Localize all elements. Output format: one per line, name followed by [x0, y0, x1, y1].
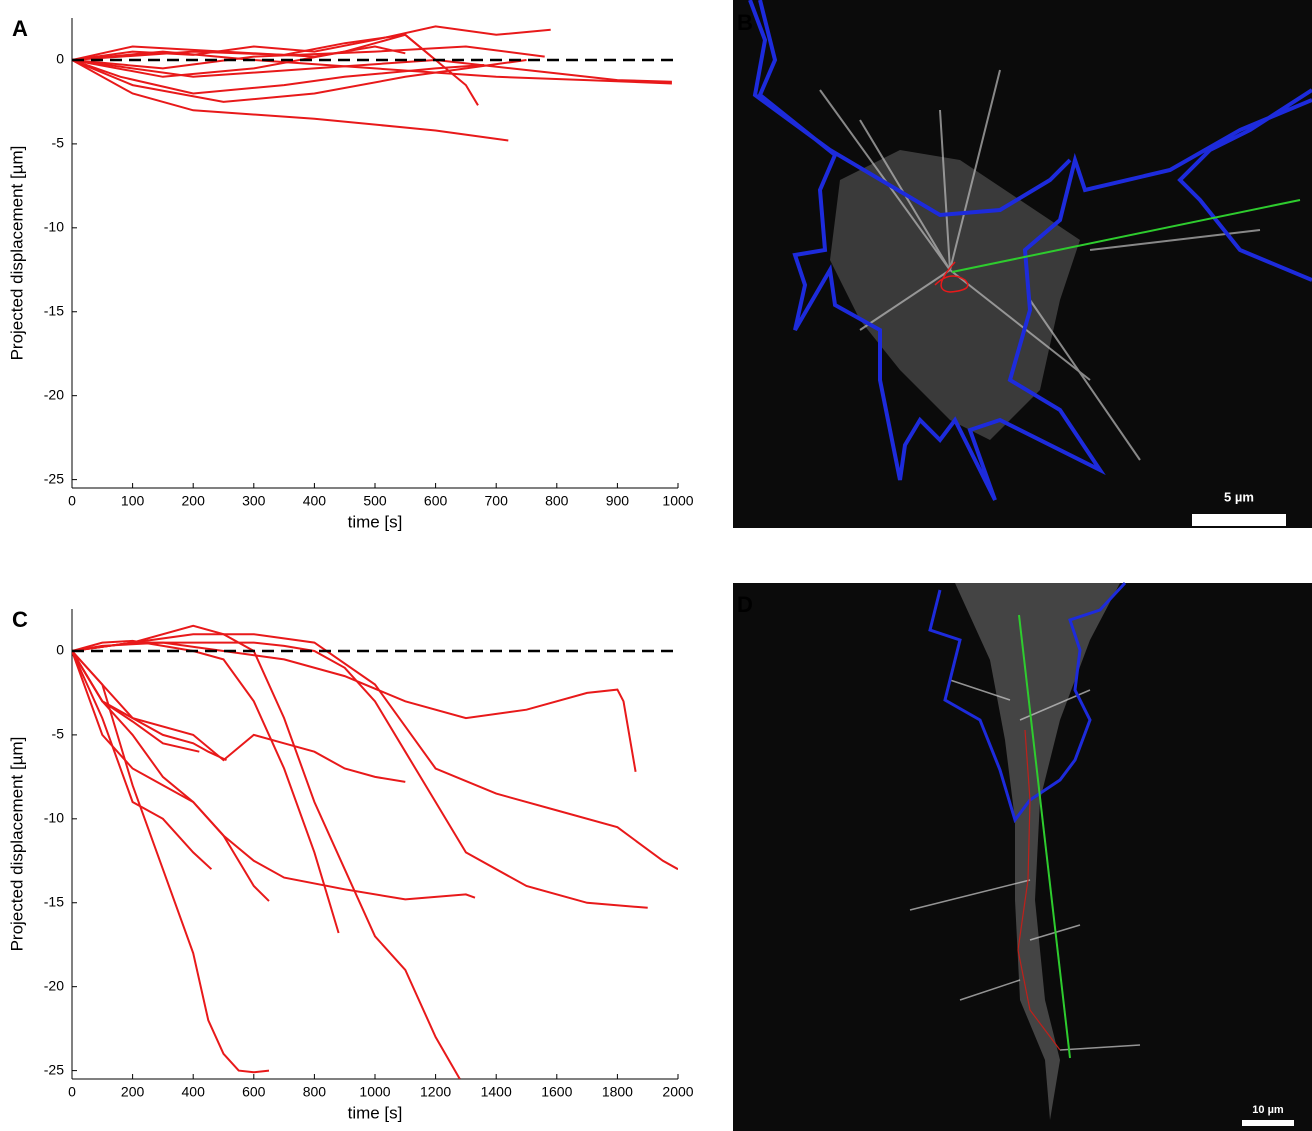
x-tick-label: 200 [121, 1084, 145, 1100]
y-axis-title: Projected displacement [µm] [7, 737, 26, 952]
scale-bar-label: 10 µm [1252, 1104, 1284, 1116]
cell-outline [928, 581, 1127, 824]
data-line [72, 641, 648, 909]
panel-label: B [737, 10, 753, 35]
cell-outline [748, 0, 1312, 501]
x-tick-label: 2000 [662, 1084, 693, 1100]
data-line [72, 59, 509, 142]
data-line [72, 633, 678, 871]
x-tick-label: 1800 [602, 1084, 633, 1100]
filaments [819, 69, 1261, 461]
y-axis-title: Projected displacement [µm] [7, 146, 26, 361]
data-line [72, 59, 485, 95]
y-tick-label: 0 [56, 642, 64, 658]
y-tick-label: -20 [44, 977, 64, 993]
panel-label: C [12, 607, 28, 632]
x-tick-label: 1000 [359, 1084, 390, 1100]
y-tick-label: -10 [44, 810, 64, 826]
data-line [72, 45, 545, 70]
x-tick-label: 0 [68, 1084, 76, 1100]
plot-lines [72, 25, 672, 142]
x-tick-label: 600 [242, 1084, 266, 1100]
y-tick-label: -5 [52, 726, 65, 742]
x-tick-label: 0 [68, 493, 76, 509]
x-tick-label: 500 [363, 493, 387, 509]
y-tick-label: 0 [56, 51, 64, 67]
data-line [72, 50, 672, 85]
plot-lines [72, 624, 678, 1079]
projection-axis [951, 199, 1301, 273]
y-tick-label: -15 [44, 893, 64, 909]
x-axis-title: time [s] [348, 512, 403, 531]
data-line [72, 45, 406, 61]
data-line [72, 650, 406, 783]
x-tick-label: 700 [485, 493, 509, 509]
data-line [72, 650, 200, 753]
y-tick-label: -25 [44, 1061, 64, 1077]
x-tick-label: 1000 [662, 493, 693, 509]
y-tick-label: -25 [44, 470, 64, 486]
x-tick-label: 200 [182, 493, 206, 509]
x-tick-label: 400 [303, 493, 327, 509]
x-tick-label: 300 [242, 493, 266, 509]
x-tick-label: 1200 [420, 1084, 451, 1100]
data-line [72, 33, 437, 61]
scale-bar [1242, 1120, 1294, 1126]
data-line [72, 650, 270, 1074]
data-line [72, 641, 637, 772]
track [1017, 729, 1061, 1051]
x-tick-label: 600 [424, 493, 448, 509]
data-line [72, 650, 476, 901]
x-axis-title: time [s] [348, 1103, 403, 1122]
y-tick-label: -20 [44, 386, 64, 402]
scale-bar [1192, 514, 1286, 526]
x-tick-label: 100 [121, 493, 145, 509]
micrograph-b: 5 µm B [733, 0, 1312, 528]
y-tick-label: -10 [44, 219, 64, 235]
cell-body [955, 583, 1120, 1120]
scale-bar-label: 5 µm [1224, 489, 1254, 504]
data-line [72, 650, 213, 870]
x-tick-label: 1400 [481, 1084, 512, 1100]
projection-axis [1018, 614, 1071, 1059]
x-tick-label: 400 [182, 1084, 206, 1100]
data-line [72, 639, 340, 934]
data-line [72, 59, 527, 103]
y-tick-label: -5 [52, 135, 65, 151]
x-tick-label: 1600 [541, 1084, 572, 1100]
panel-label: D [737, 592, 753, 617]
micrograph-d: 10 µm D [733, 581, 1312, 1131]
x-tick-label: 900 [606, 493, 630, 509]
data-line [72, 624, 461, 1079]
data-line [72, 58, 672, 83]
track [934, 261, 969, 293]
y-tick-label: -15 [44, 302, 64, 318]
cell-body [830, 150, 1080, 440]
data-line [72, 650, 270, 902]
x-tick-label: 800 [545, 493, 569, 509]
panel-label: A [12, 16, 28, 41]
x-tick-label: 800 [303, 1084, 327, 1100]
